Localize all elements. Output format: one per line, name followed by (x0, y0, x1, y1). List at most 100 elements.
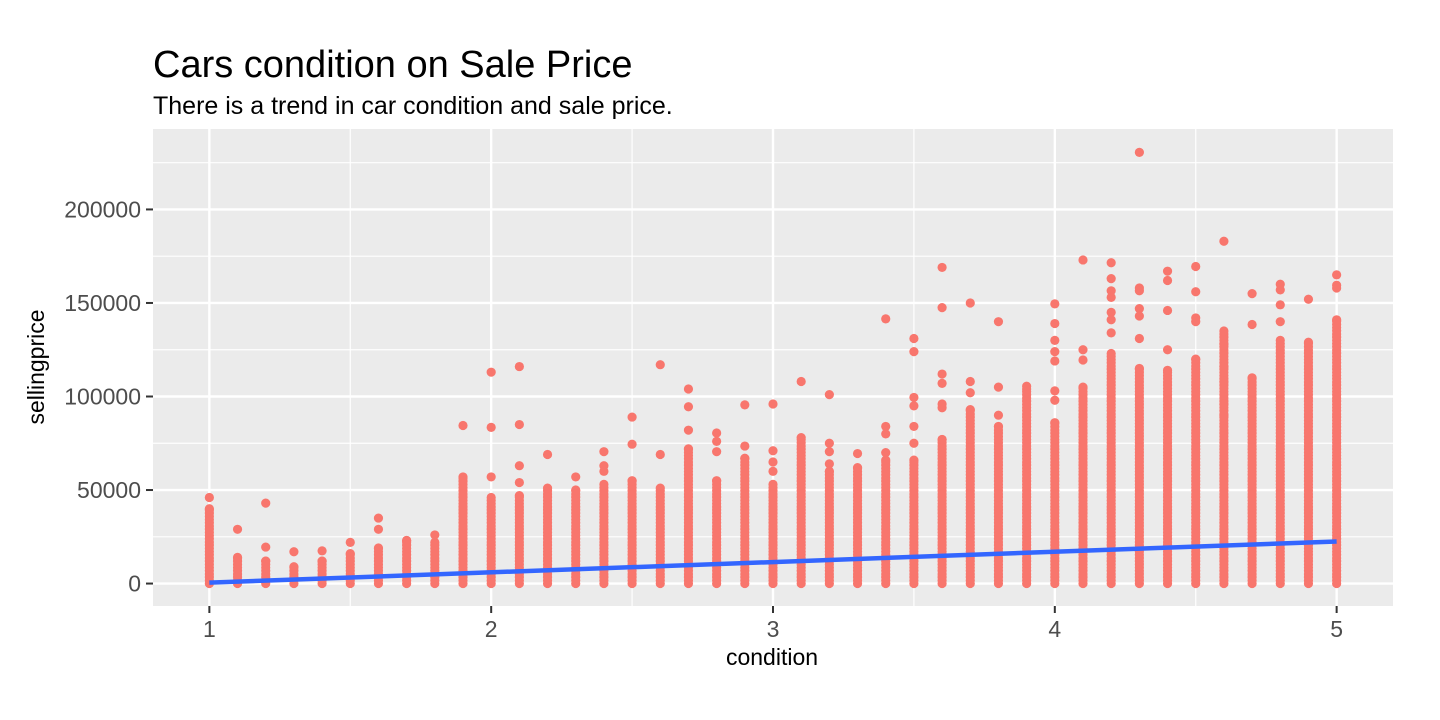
data-point (824, 459, 834, 469)
data-point (881, 429, 891, 439)
data-point (542, 449, 553, 460)
point-column (402, 535, 412, 589)
point-column (204, 492, 214, 589)
point-column (289, 547, 299, 589)
data-point (1078, 355, 1088, 365)
data-point (486, 422, 496, 432)
point-column (1275, 279, 1285, 589)
x-tick-label: 4 (1048, 616, 1061, 642)
point-column (937, 262, 947, 589)
data-point (627, 439, 637, 449)
data-point (712, 447, 722, 457)
data-point (655, 360, 665, 370)
data-point (965, 388, 975, 398)
data-point (1078, 382, 1088, 392)
data-point (1134, 363, 1144, 374)
point-column (1050, 299, 1060, 589)
data-point (909, 438, 919, 448)
data-point (373, 543, 384, 553)
data-point (1162, 365, 1173, 375)
data-point (1022, 381, 1032, 391)
data-point (1162, 275, 1173, 286)
data-point (1275, 317, 1285, 327)
data-point (1134, 303, 1144, 314)
data-point (289, 547, 299, 557)
data-point (1247, 373, 1257, 383)
y-tick-label: 100000 (64, 383, 141, 409)
data-point (993, 382, 1004, 392)
chart-title: Cars condition on Sale Price (153, 44, 632, 86)
data-point (1191, 354, 1201, 364)
data-point (204, 504, 214, 514)
data-point (683, 384, 694, 394)
data-point (683, 425, 694, 435)
data-point (1219, 326, 1229, 336)
data-point (909, 455, 919, 465)
data-point (824, 466, 834, 476)
data-point (232, 524, 243, 534)
data-point (1050, 386, 1060, 396)
point-column (881, 314, 891, 589)
x-tick-label: 5 (1330, 616, 1343, 642)
data-point (458, 472, 468, 482)
data-point (909, 333, 919, 344)
data-point (1106, 315, 1116, 325)
point-column (1303, 294, 1314, 589)
data-point (1078, 255, 1088, 265)
data-point (1275, 279, 1285, 289)
x-axis-title: condition (726, 644, 818, 670)
data-point (1219, 376, 1229, 387)
y-tick-label: 0 (128, 571, 141, 597)
data-point (402, 535, 412, 546)
point-column (1191, 261, 1201, 589)
data-point (881, 455, 891, 465)
x-tick-label: 2 (485, 616, 498, 642)
data-point (289, 562, 299, 572)
data-point (1191, 317, 1201, 327)
data-point (1303, 294, 1314, 304)
data-point (1332, 315, 1342, 325)
data-point (514, 491, 524, 501)
data-point (571, 485, 581, 495)
data-point (1219, 236, 1229, 246)
point-column (712, 428, 722, 589)
data-point (627, 476, 637, 486)
chart-subtitle: There is a trend in car condition and sa… (153, 92, 673, 120)
data-point (430, 537, 440, 548)
y-axis-title: sellingprice (23, 309, 49, 424)
data-point (768, 479, 778, 490)
data-point (965, 404, 975, 415)
data-point (1219, 361, 1229, 372)
data-point (937, 378, 947, 388)
data-point (1050, 335, 1060, 345)
data-point (683, 402, 694, 412)
data-point (1275, 300, 1285, 310)
data-point (1106, 286, 1116, 296)
data-point (317, 556, 327, 566)
y-axis: 0 50000 100000 150000 200000 (64, 196, 153, 597)
data-point (1050, 299, 1060, 309)
data-point (768, 466, 778, 476)
point-column (1162, 266, 1173, 589)
point-column (1022, 381, 1032, 589)
data-point (514, 419, 524, 430)
data-point (1219, 410, 1229, 420)
point-column (458, 420, 468, 589)
y-tick-label: 150000 (64, 290, 141, 316)
point-column (993, 317, 1004, 589)
data-point (993, 317, 1004, 327)
data-point (1050, 347, 1060, 357)
data-point (345, 549, 355, 559)
data-point (824, 438, 834, 448)
data-point (1134, 333, 1144, 344)
data-point (261, 498, 271, 508)
data-point (1050, 356, 1060, 366)
data-point (1332, 270, 1342, 280)
point-column (683, 384, 694, 589)
data-point (571, 472, 581, 482)
point-column (965, 298, 975, 589)
data-point (232, 552, 243, 562)
data-point (1162, 305, 1173, 316)
data-point (909, 347, 919, 357)
